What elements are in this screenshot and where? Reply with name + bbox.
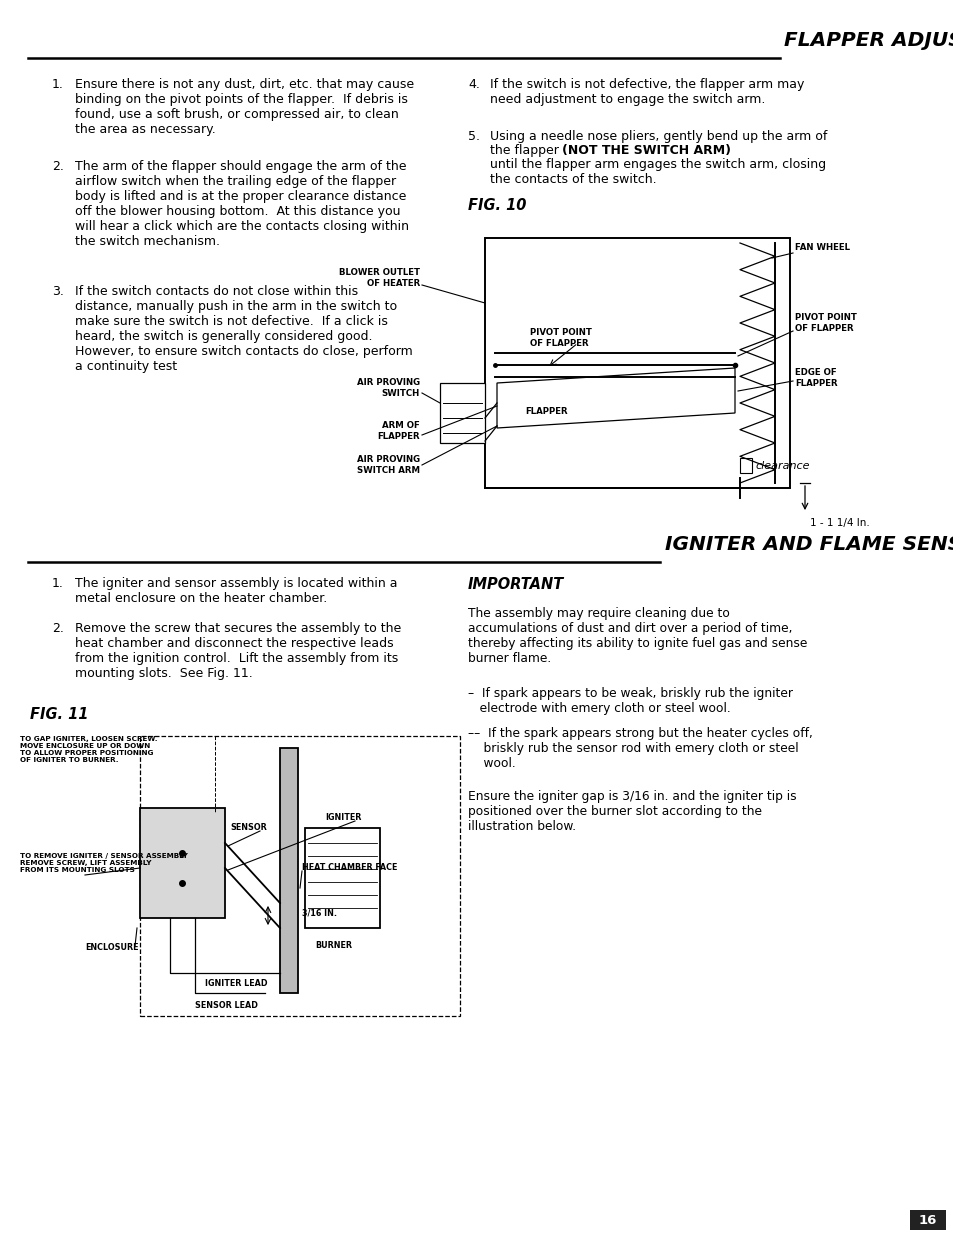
- Text: Remove the screw that secures the assembly to the
heat chamber and disconnect th: Remove the screw that secures the assemb…: [75, 622, 401, 680]
- Text: FLAPPER: FLAPPER: [525, 406, 568, 415]
- Text: FIG. 11: FIG. 11: [30, 706, 89, 722]
- Text: FIG. 10: FIG. 10: [468, 198, 526, 212]
- Text: ENCLOSURE: ENCLOSURE: [85, 944, 138, 952]
- Text: TO REMOVE IGNITER / SENSOR ASSEMBLY
REMOVE SCREW, LIFT ASSEMBLY
FROM ITS MOUNTIN: TO REMOVE IGNITER / SENSOR ASSEMBLY REMO…: [20, 853, 188, 873]
- Text: The igniter and sensor assembly is located within a
metal enclosure on the heate: The igniter and sensor assembly is locat…: [75, 577, 397, 605]
- Text: 3/16 IN.: 3/16 IN.: [302, 909, 336, 918]
- Text: –  If spark appears to be weak, briskly rub the igniter
   electrode with emery : – If spark appears to be weak, briskly r…: [468, 687, 792, 715]
- Text: 16: 16: [918, 1214, 936, 1226]
- Text: If the switch contacts do not close within this
distance, manually push in the a: If the switch contacts do not close with…: [75, 285, 413, 373]
- Bar: [484, 238, 789, 488]
- Bar: [305, 827, 379, 927]
- Text: AIR PROVING
SWITCH ARM: AIR PROVING SWITCH ARM: [356, 456, 419, 474]
- Bar: [140, 808, 225, 918]
- Bar: [740, 458, 751, 473]
- Bar: [439, 383, 484, 443]
- Text: the flapper: the flapper: [490, 144, 562, 157]
- Text: Ensure the igniter gap is 3/16 in. and the igniter tip is
positioned over the bu: Ensure the igniter gap is 3/16 in. and t…: [468, 790, 796, 832]
- Text: PIVOT POINT
OF FLAPPER: PIVOT POINT OF FLAPPER: [530, 329, 591, 348]
- Text: EDGE OF
FLAPPER: EDGE OF FLAPPER: [794, 368, 837, 388]
- Text: BURNER: BURNER: [314, 941, 352, 951]
- Text: 2.: 2.: [52, 622, 64, 635]
- Text: 1.: 1.: [52, 78, 64, 91]
- Text: IGNITER: IGNITER: [325, 814, 361, 823]
- Text: AIR PROVING
SWITCH: AIR PROVING SWITCH: [356, 378, 419, 398]
- Text: FAN WHEEL: FAN WHEEL: [794, 243, 849, 252]
- Bar: [280, 748, 297, 993]
- Text: ––  If the spark appears strong but the heater cycles off,
    briskly rub the s: –– If the spark appears strong but the h…: [468, 727, 812, 769]
- Text: PIVOT POINT
OF FLAPPER: PIVOT POINT OF FLAPPER: [794, 314, 856, 332]
- Text: HEAT CHAMBER FACE: HEAT CHAMBER FACE: [302, 863, 397, 872]
- Text: 1 - 1 1/4 In.: 1 - 1 1/4 In.: [809, 517, 869, 529]
- Text: Ensure there is not any dust, dirt, etc. that may cause
binding on the pivot poi: Ensure there is not any dust, dirt, etc.…: [75, 78, 414, 136]
- Text: If the switch is not defective, the flapper arm may
need adjustment to engage th: If the switch is not defective, the flap…: [490, 78, 803, 106]
- Text: ARM OF
FLAPPER: ARM OF FLAPPER: [377, 421, 419, 441]
- Text: 5.: 5.: [468, 130, 479, 143]
- Text: 1.: 1.: [52, 577, 64, 590]
- Text: 2.: 2.: [52, 161, 64, 173]
- Text: FLAPPER ADJUSTMENT: FLAPPER ADJUSTMENT: [783, 31, 953, 49]
- Text: The arm of the flapper should engage the arm of the
airflow switch when the trai: The arm of the flapper should engage the…: [75, 161, 409, 248]
- Text: SENSOR: SENSOR: [230, 824, 267, 832]
- Text: 4.: 4.: [468, 78, 479, 91]
- Text: TO GAP IGNITER, LOOSEN SCREW.
MOVE ENCLOSURE UP OR DOWN
TO ALLOW PROPER POSITION: TO GAP IGNITER, LOOSEN SCREW. MOVE ENCLO…: [20, 736, 157, 763]
- Text: Using a needle nose pliers, gently bend up the arm of: Using a needle nose pliers, gently bend …: [490, 130, 826, 143]
- Text: The assembly may require cleaning due to
accumulations of dust and dirt over a p: The assembly may require cleaning due to…: [468, 606, 806, 664]
- Text: IGNITER LEAD: IGNITER LEAD: [205, 978, 267, 988]
- Bar: [909, 1210, 945, 1230]
- Text: clearance: clearance: [754, 461, 809, 471]
- Text: BLOWER OUTLET
OF HEATER: BLOWER OUTLET OF HEATER: [338, 268, 419, 288]
- Text: IMPORTANT: IMPORTANT: [468, 577, 563, 592]
- Text: 3.: 3.: [52, 285, 64, 298]
- Text: until the flapper arm engages the switch arm, closing
the contacts of the switch: until the flapper arm engages the switch…: [490, 158, 825, 186]
- Bar: [140, 736, 459, 1016]
- Text: SENSOR LEAD: SENSOR LEAD: [194, 1002, 257, 1010]
- Text: (NOT THE SWITCH ARM): (NOT THE SWITCH ARM): [561, 144, 730, 157]
- Text: IGNITER AND FLAME SENSOR: IGNITER AND FLAME SENSOR: [664, 535, 953, 553]
- Polygon shape: [497, 368, 734, 429]
